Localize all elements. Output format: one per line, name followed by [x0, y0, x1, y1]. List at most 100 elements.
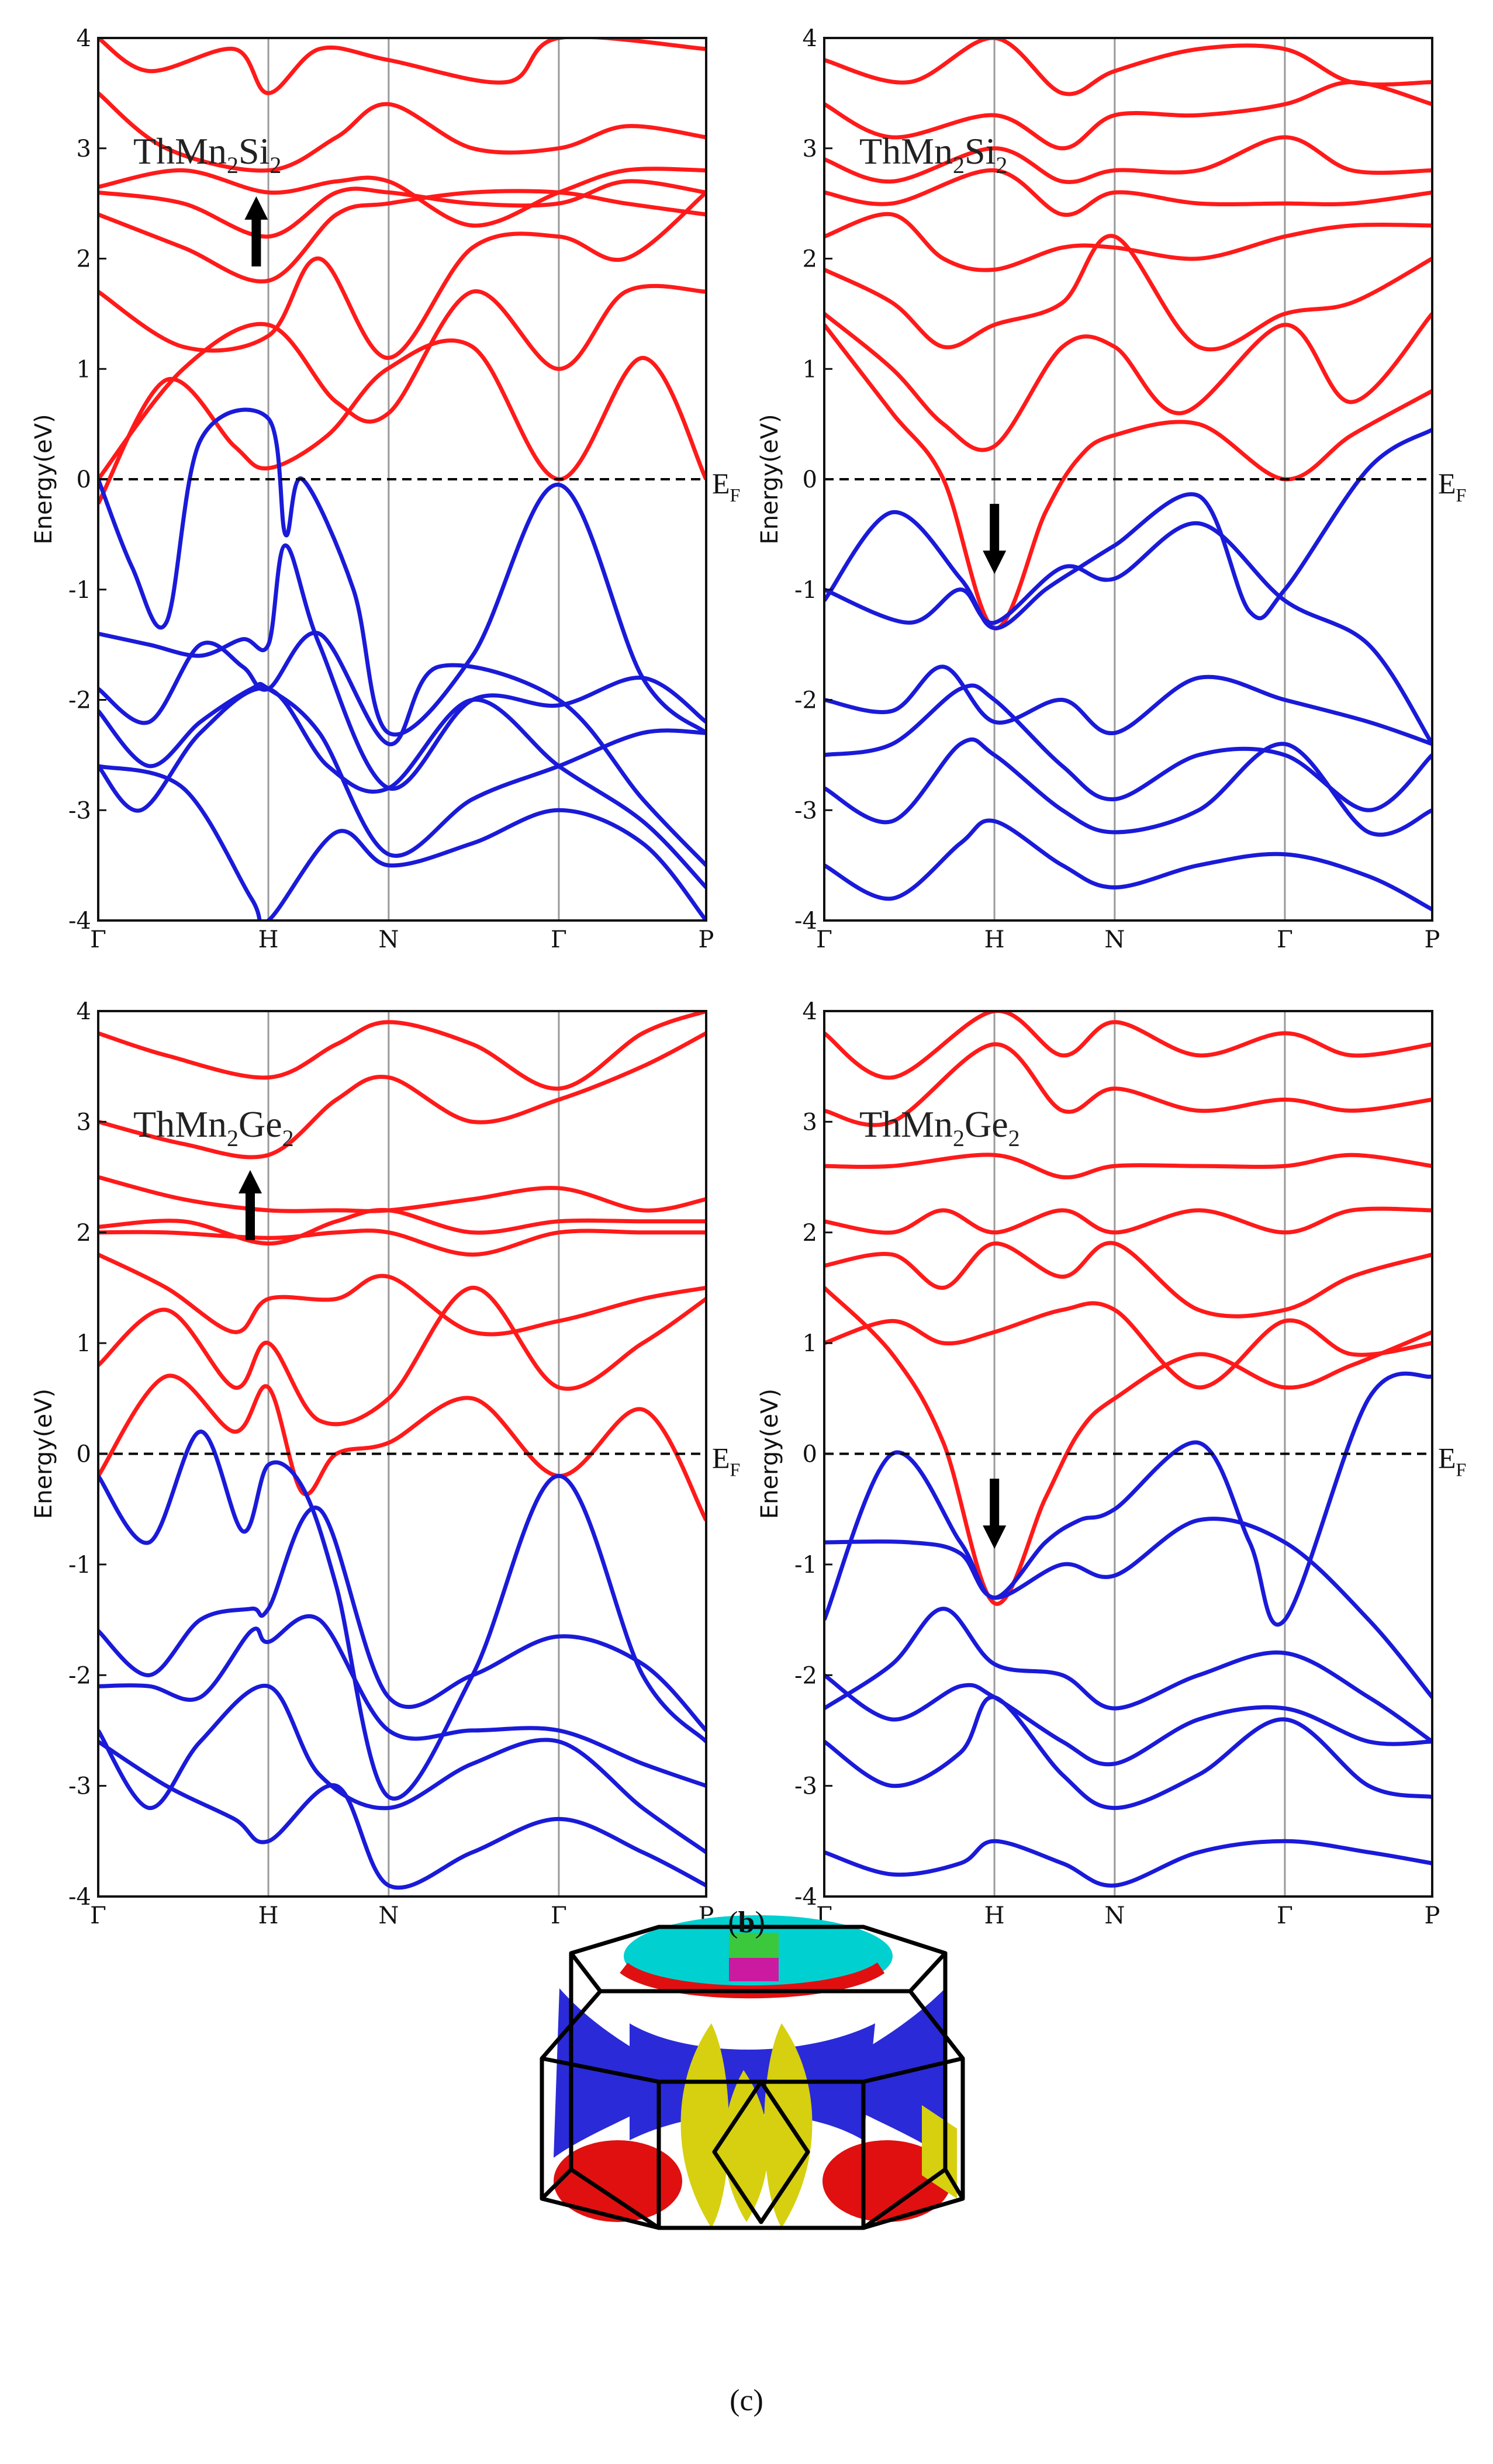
band-series-red-1 — [98, 283, 706, 481]
fermi-blob-red-right — [822, 2140, 951, 2222]
band-series-red-5 — [824, 135, 1432, 184]
fermi-surface-figure — [540, 1915, 965, 2230]
spin-up-arrow-icon — [239, 1169, 262, 1240]
arrow-shaft — [246, 1187, 255, 1240]
fermi-blob-red-left — [554, 2140, 682, 2222]
fermi-label: EF — [712, 1442, 740, 1480]
ytick-label: -1 — [68, 1552, 91, 1579]
band-series-blue-12 — [824, 1839, 1432, 1888]
caption-c: (c) — [730, 2384, 763, 2417]
band-series-red-4 — [824, 1153, 1432, 1179]
kpoint-label: H — [258, 926, 279, 953]
ytick-label: 0 — [77, 1441, 91, 1468]
ytick-label: -3 — [794, 797, 817, 824]
ytick-label: 3 — [77, 136, 91, 162]
spin-down-arrow-icon — [983, 504, 1007, 575]
ytick-label: -1 — [794, 577, 817, 604]
ytick-label: -4 — [794, 1884, 817, 1911]
kpoint-label: Γ — [90, 1902, 106, 1929]
ytick-label: 0 — [803, 1441, 817, 1468]
band-series-red-4 — [98, 179, 706, 239]
kpoint-label: P — [699, 926, 714, 953]
band-lines — [98, 38, 706, 920]
kpoint-label: P — [1425, 1902, 1440, 1929]
band-series-red-0 — [98, 338, 706, 505]
band-series-blue-8 — [98, 407, 706, 737]
band-series-red-0 — [824, 323, 1432, 631]
band-series-blue-7 — [824, 1371, 1432, 1627]
kpoint-label: Γ — [551, 926, 567, 953]
ytick-label: 4 — [803, 998, 817, 1025]
kpoint-label: H — [258, 1902, 279, 1929]
band-series-red-2 — [824, 234, 1432, 352]
material-title: ThMn2Si2 — [859, 130, 1007, 178]
kpoint-label: Γ — [1277, 926, 1293, 953]
ytick-label: 4 — [77, 25, 91, 52]
ytick-label: -2 — [794, 687, 817, 714]
band-series-blue-10 — [824, 665, 1432, 746]
spin-up-arrow-icon — [244, 196, 268, 267]
band-series-blue-9 — [98, 1506, 706, 1732]
material-title: ThMn2Si2 — [133, 130, 281, 178]
arrow-shaft — [990, 504, 1000, 557]
band-series-blue-11 — [98, 681, 706, 858]
material-title: ThMn2Ge2 — [133, 1103, 294, 1151]
ytick-label: -1 — [68, 577, 91, 604]
kpoint-label: N — [1104, 1902, 1125, 1929]
kpoint-label: Γ — [816, 926, 832, 953]
ytick-label: 3 — [803, 1109, 817, 1136]
ytick-label: 0 — [803, 466, 817, 493]
caption-b-letter: b — [738, 1906, 755, 1939]
band-series-red-5 — [824, 1042, 1432, 1127]
kpoint-label: H — [984, 926, 1005, 953]
kpoint-label: Γ — [90, 926, 106, 953]
kpoint-label: Γ — [1277, 1902, 1293, 1929]
band-series-red-7 — [98, 1011, 706, 1091]
band-series-red-2 — [824, 1241, 1432, 1318]
band-series-blue-13 — [98, 764, 706, 920]
y-axis-label: Energy(eV) — [756, 1389, 783, 1519]
ytick-label: -2 — [794, 1662, 817, 1689]
ytick-label: -4 — [68, 1884, 91, 1911]
band-series-blue-11 — [824, 683, 1432, 812]
band-series-red-3 — [98, 1228, 706, 1257]
y-axis-label: Energy(eV) — [30, 414, 57, 544]
arrow-head — [983, 1525, 1007, 1549]
ytick-label: -4 — [68, 908, 91, 935]
y-axis-label: Energy(eV) — [30, 1389, 57, 1519]
band-series-red-6 — [824, 80, 1432, 151]
band-series-red-0 — [824, 1286, 1432, 1606]
band-series-blue-12 — [98, 1739, 706, 1890]
band-series-red-3 — [824, 212, 1432, 272]
ytick-label: 2 — [803, 1220, 817, 1247]
ytick-label: -3 — [68, 1773, 91, 1800]
ytick-label: 1 — [803, 356, 817, 383]
band-series-blue-8 — [98, 1430, 706, 1801]
band-series-red-1 — [98, 1285, 706, 1427]
band-panel-si-down: -4 -3 -2 -1 0 1 2 3 4 Γ H N Γ P Energy(eV) EF ThMn2Si2 — [756, 25, 1466, 953]
band-series-blue-8 — [824, 428, 1432, 631]
kpoint-label: N — [378, 926, 399, 953]
ytick-label: -2 — [68, 687, 91, 714]
ytick-label: 2 — [77, 246, 91, 273]
band-lines — [98, 1011, 706, 1890]
band-series-red-1 — [824, 1301, 1432, 1390]
ytick-label: 2 — [77, 1220, 91, 1247]
band-structure-panels: -4 -3 -2 -1 0 1 2 3 4 Γ H N Γ P Energy(eV) EF ThMn2Si2 -4… — [30, 25, 1466, 1929]
ytick-label: -3 — [68, 797, 91, 824]
band-series-blue-12 — [824, 737, 1432, 837]
ytick-label: 4 — [803, 25, 817, 52]
arrow-shaft — [251, 213, 261, 267]
band-lines — [824, 38, 1432, 912]
kpoint-label: H — [984, 1902, 1005, 1929]
band-series-red-2 — [98, 1252, 706, 1337]
ytick-label: 1 — [77, 356, 91, 383]
fermi-label: EF — [712, 467, 740, 506]
band-series-blue-11 — [824, 1695, 1432, 1810]
fermi-pocket-magenta — [729, 1958, 779, 1981]
band-series-red-3 — [824, 1206, 1432, 1235]
ytick-label: -3 — [794, 1773, 817, 1800]
